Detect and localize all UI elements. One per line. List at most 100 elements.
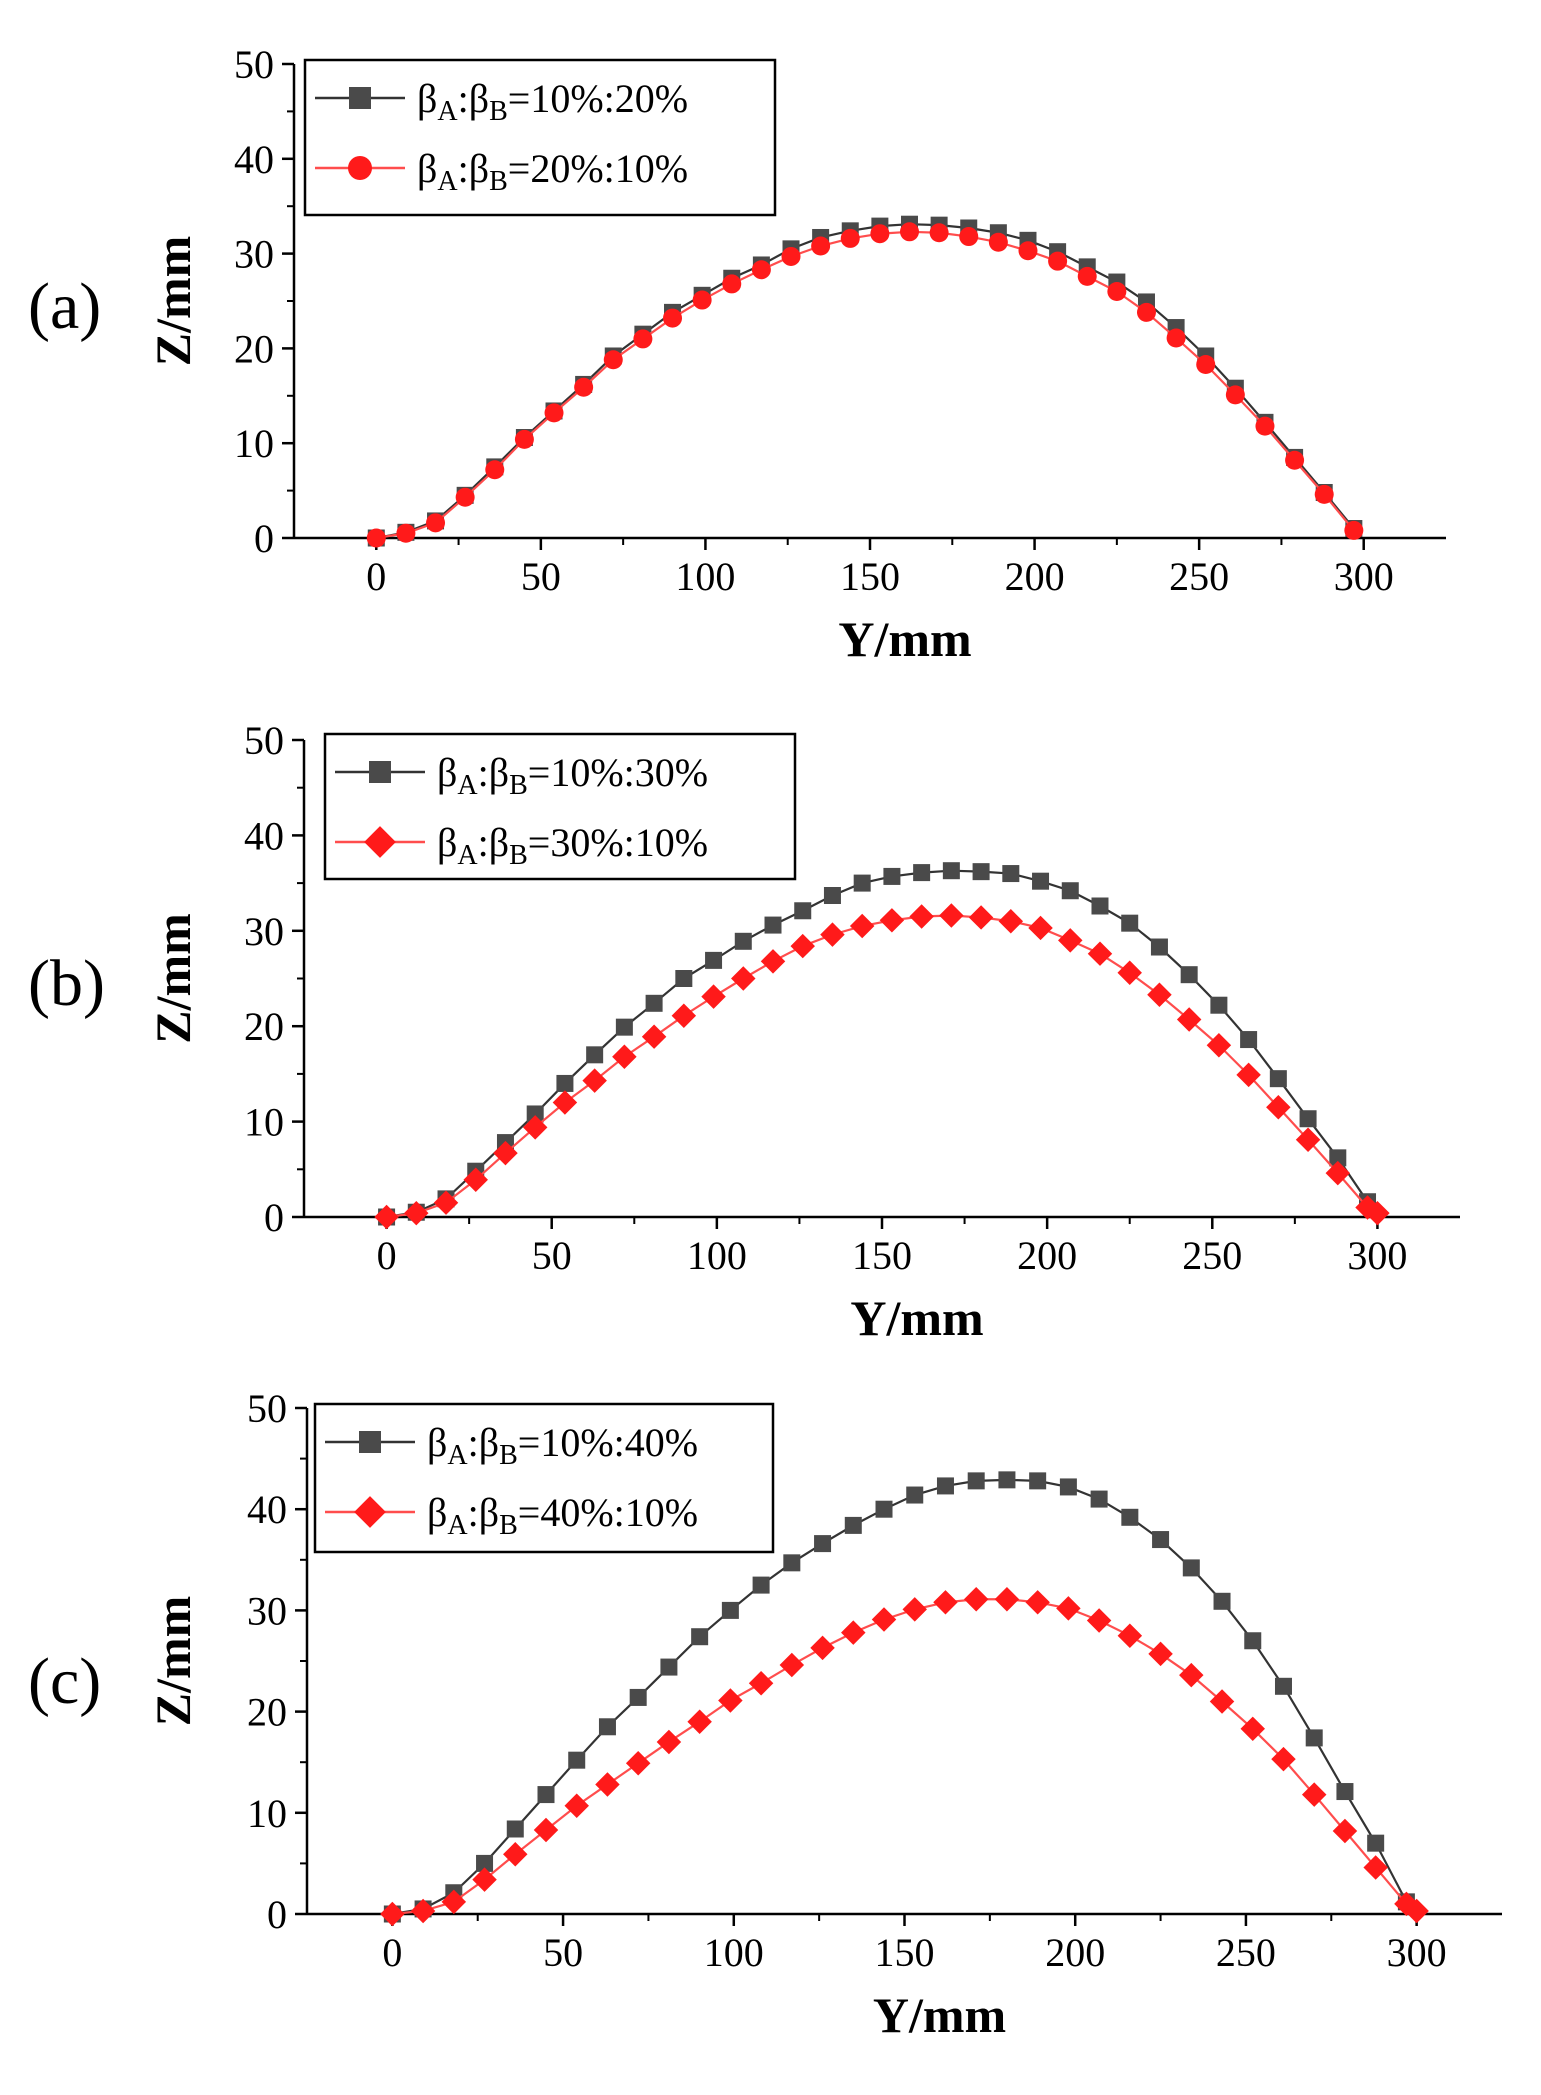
data-point (718, 1688, 743, 1713)
data-point (503, 1842, 528, 1867)
data-point (752, 1576, 770, 1594)
y-tick-label: 20 (244, 1004, 284, 1049)
data-point (1274, 1677, 1292, 1695)
data-point (1179, 1662, 1204, 1688)
data-point (731, 966, 756, 991)
data-point (410, 1898, 436, 1924)
x-tick-label: 50 (543, 1930, 583, 1975)
series-line (376, 230, 1355, 540)
data-point (574, 377, 594, 397)
data-point (544, 403, 564, 423)
data-point (875, 1500, 893, 1518)
data-point (1176, 1007, 1202, 1032)
data-point (625, 1750, 651, 1776)
data-point (779, 1652, 805, 1678)
data-point (701, 984, 726, 1009)
data-point (396, 523, 416, 543)
data-point (687, 1709, 712, 1734)
data-point (1029, 1472, 1047, 1490)
data-point (1087, 941, 1113, 966)
y-tick-label: 50 (234, 42, 274, 87)
data-point (1225, 385, 1245, 405)
panel-label-c: (c) (28, 1645, 101, 1718)
legend-box (323, 732, 797, 881)
data-point (959, 227, 979, 247)
panel-label-a: (a) (28, 270, 101, 343)
legend-entry-1: βA:βB=10%:40% (325, 1420, 698, 1471)
legend-label: βA:βB=10%:20% (417, 76, 688, 127)
x-tick-label: 100 (687, 1233, 747, 1278)
data-point (783, 1554, 801, 1572)
data-point (656, 1729, 682, 1755)
data-point (1150, 938, 1168, 956)
data-point (506, 1820, 524, 1838)
data-point (556, 1074, 574, 1092)
y-tick-label: 40 (247, 1487, 287, 1532)
x-tick-label: 0 (366, 554, 386, 599)
data-point (781, 246, 801, 266)
data-point (902, 1597, 927, 1622)
data-point (936, 1477, 954, 1495)
legend-box (303, 58, 777, 217)
data-point (522, 1115, 548, 1140)
data-point (374, 1204, 399, 1230)
y-axis-title: Z/mm (145, 913, 201, 1044)
data-point (603, 350, 623, 370)
data-point (595, 1772, 620, 1797)
data-point (1244, 1632, 1262, 1650)
data-point (913, 864, 931, 882)
data-point (853, 874, 871, 892)
axes-a: 0 10 20 30 40 50 0 50 100 150 200 250 300 Y/mm Z/mm (145, 42, 1446, 667)
legend-a: βA:βB=10%:20% βA:βB=20%:10% (303, 58, 777, 217)
data-point (705, 951, 723, 969)
data-point (764, 916, 782, 934)
axes-c: 0 10 20 30 40 50 0 50 100 150 200 250 300 Y/mm Z/mm (145, 1386, 1502, 2043)
data-point (564, 1793, 589, 1818)
data-point (404, 1200, 429, 1226)
data-point (641, 1024, 667, 1049)
x-tick-label: 250 (1182, 1233, 1242, 1278)
data-point (939, 903, 964, 928)
y-tick-label: 20 (247, 1690, 287, 1735)
data-point (1344, 520, 1364, 540)
data-point (1210, 996, 1228, 1014)
data-point (1048, 251, 1068, 271)
panel-a: (a) βA:βB=10%:20% βA:βB=20%:10% 0 10 20 30 40… (28, 42, 1446, 667)
data-point (879, 908, 905, 933)
data-point (1332, 1818, 1358, 1844)
y-tick-label: 40 (244, 813, 284, 858)
data-point (586, 1046, 604, 1064)
data-point (1404, 1898, 1429, 1924)
data-point (552, 1090, 578, 1115)
y-tick-label: 10 (244, 1100, 284, 1145)
data-point (476, 1854, 494, 1872)
x-tick-label: 50 (521, 554, 561, 599)
data-point (1367, 1834, 1385, 1852)
legend-label: βA:βB=40%:10% (427, 1490, 698, 1541)
data-point (988, 232, 1008, 252)
data-point (537, 1786, 555, 1804)
series-a-2 (366, 222, 1364, 548)
data-point (1269, 1070, 1287, 1088)
x-tick-label: 50 (532, 1233, 572, 1278)
data-point (994, 1587, 1020, 1612)
y-axis-title: Z/mm (145, 1596, 201, 1727)
data-point (748, 1671, 774, 1696)
legend-entry-2: βA:βB=20%:10% (315, 146, 688, 197)
data-point (998, 909, 1024, 934)
legend-marker (349, 87, 371, 109)
x-tick-label: 0 (382, 1930, 402, 1975)
data-point (526, 1105, 544, 1123)
data-point (612, 1044, 637, 1069)
data-point (906, 1486, 924, 1504)
data-point (1240, 1716, 1265, 1742)
legend-entry-1: βA:βB=10%:20% (315, 76, 688, 127)
data-point (909, 904, 934, 929)
legend-marker (364, 826, 396, 858)
data-point (472, 1867, 497, 1892)
data-point (1061, 882, 1079, 900)
data-point (811, 236, 831, 256)
legend-label: βA:βB=10%:40% (427, 1420, 698, 1471)
data-point (433, 1190, 459, 1215)
series-line (392, 1478, 1408, 1916)
